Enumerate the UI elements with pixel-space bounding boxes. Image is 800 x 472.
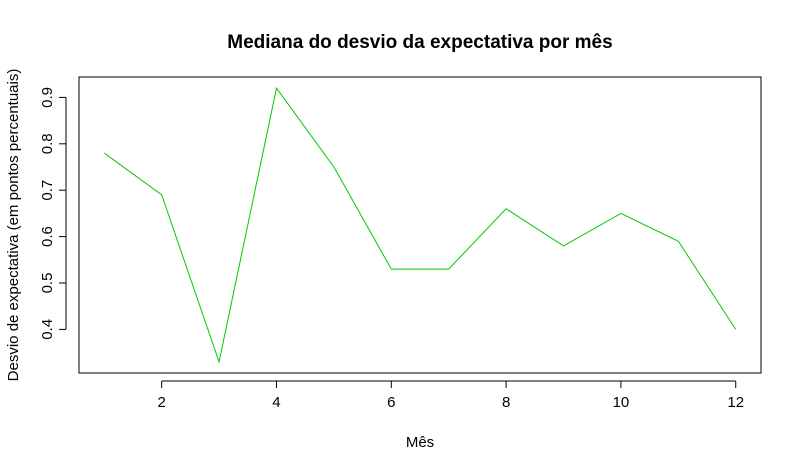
y-tick-label: 0.8 (39, 133, 56, 154)
x-tick-label: 4 (272, 394, 280, 411)
x-tick-label: 8 (502, 394, 510, 411)
y-tick-label: 0.6 (39, 226, 56, 247)
y-axis-label: Desvio de expectativa (em pontos percent… (5, 69, 22, 382)
x-tick-label: 12 (727, 394, 744, 411)
chart-title: Mediana do desvio da expectativa por mês (227, 32, 612, 53)
x-axis-label: Mês (406, 434, 434, 451)
x-tick-label: 2 (157, 394, 165, 411)
series-line (103, 86, 737, 364)
y-tick-label: 0.9 (39, 87, 56, 108)
y-tick-label: 0.7 (39, 180, 56, 201)
x-tick-label: 10 (613, 394, 630, 411)
y-tick-label: 0.4 (39, 319, 56, 340)
series-group (103, 86, 737, 364)
y-tick-label: 0.5 (39, 273, 56, 294)
x-tick-label: 6 (387, 394, 395, 411)
y-axis: 0.4 0.5 0.6 0.7 0.8 0.9 (39, 87, 67, 340)
x-axis: 2 4 6 8 10 12 (157, 380, 744, 411)
plot-frame (78, 76, 762, 374)
